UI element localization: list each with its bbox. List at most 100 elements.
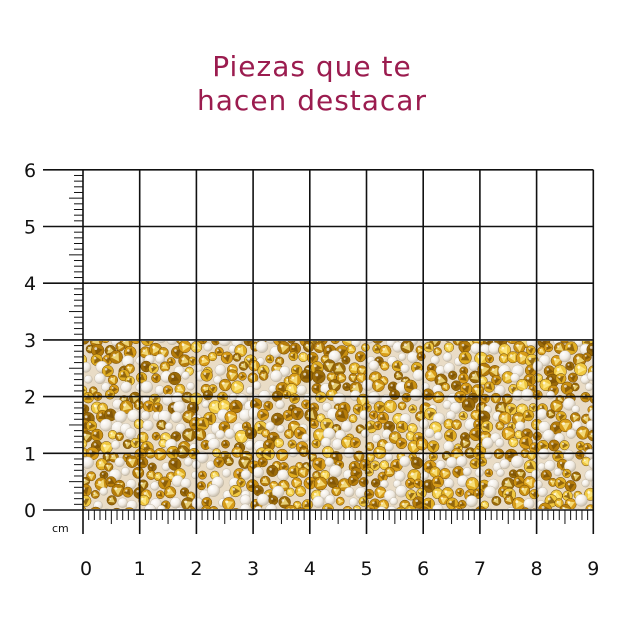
crystal-highlight [200, 472, 203, 475]
crystal-highlight [233, 383, 237, 387]
pearl [240, 469, 251, 480]
gold-crystal [131, 341, 141, 345]
crystal-highlight [453, 383, 456, 386]
crystal-highlight [128, 458, 132, 462]
pearl [553, 468, 562, 477]
crystal-highlight [577, 365, 581, 369]
crystal-highlight [329, 374, 332, 377]
pearl [595, 448, 605, 458]
crystal-facet [547, 495, 556, 505]
crystal-highlight [562, 507, 565, 509]
crystal-highlight [415, 435, 419, 438]
crystal-highlight [281, 499, 285, 502]
crystal-highlight [600, 423, 603, 426]
title-line-1: Piezas que te [212, 50, 412, 83]
crystal-highlight [332, 454, 336, 458]
pearl [99, 487, 108, 496]
crystal-highlight [181, 343, 185, 347]
crystal-highlight [567, 501, 571, 504]
y-tick-label: 3 [24, 330, 36, 352]
crystal-facet [524, 508, 526, 509]
crystal-facet [496, 403, 506, 412]
crystal-highlight [106, 464, 109, 467]
crystal-facet [180, 355, 190, 364]
crystal-highlight [93, 443, 97, 446]
crystal-highlight [255, 487, 259, 491]
pearl [239, 503, 251, 509]
crystal-highlight [111, 454, 114, 457]
crystal-highlight [572, 414, 575, 418]
crystal-facet [216, 348, 223, 354]
x-tick-label: 5 [360, 558, 372, 580]
crystal-highlight [367, 423, 371, 427]
crystal-highlight [501, 355, 504, 359]
pearl [395, 485, 408, 498]
crystal-facet [470, 429, 479, 439]
crystal-highlight [114, 511, 117, 514]
crystal-highlight [334, 426, 337, 429]
crystal-highlight [505, 430, 508, 434]
crystal-highlight [142, 349, 146, 352]
crystal-highlight [311, 421, 314, 424]
crystal-facet [423, 481, 432, 491]
crystal-facet [603, 410, 610, 418]
gold-crystal [595, 399, 608, 412]
crystal-highlight [553, 492, 556, 496]
crystal-facet [312, 341, 318, 346]
pearl [495, 438, 505, 448]
crystal-highlight [281, 464, 284, 467]
crystal-facet [463, 399, 473, 408]
crystal-highlight [348, 347, 351, 349]
pearl [398, 352, 407, 361]
crystal-highlight [434, 490, 438, 493]
crystal-highlight [358, 375, 361, 378]
crystal-highlight [533, 421, 537, 425]
gold-crystal [560, 341, 569, 344]
crystal-highlight [229, 372, 232, 375]
crystal-highlight [101, 472, 104, 475]
gold-crystal [287, 341, 296, 344]
crystal-highlight [295, 503, 297, 505]
crystal-facet [346, 507, 349, 509]
crystal-highlight [93, 404, 97, 408]
pearl [126, 500, 138, 509]
pearl [246, 386, 255, 395]
crystal-facet [490, 367, 498, 376]
crystal-highlight [330, 479, 333, 482]
crystal-highlight [306, 479, 310, 483]
crystal-highlight [585, 341, 587, 342]
crystal-highlight [553, 358, 557, 361]
crystal-highlight [93, 492, 95, 495]
crystal-highlight [379, 442, 383, 445]
crystal-highlight [322, 472, 325, 475]
crystal-highlight [84, 415, 88, 419]
crystal-highlight [253, 501, 256, 505]
pearl [510, 373, 520, 383]
crystal-highlight [409, 425, 413, 429]
crystal-facet [555, 500, 561, 507]
crystal-highlight [539, 348, 542, 351]
crystal-highlight [403, 343, 407, 347]
pearl [175, 507, 184, 509]
pearl [124, 427, 137, 440]
crystal-highlight [587, 506, 591, 509]
crystal-facet [340, 479, 349, 488]
crystal-highlight [508, 406, 511, 409]
crystal-highlight [376, 404, 380, 407]
crystal-facet [357, 374, 364, 382]
crystal-highlight [173, 433, 176, 437]
crystal-highlight [516, 344, 519, 347]
gold-crystal [602, 496, 612, 506]
pearl [546, 390, 555, 400]
crystal-highlight [98, 480, 101, 484]
pearl [443, 478, 455, 489]
crystal-highlight [196, 431, 200, 435]
crystal-highlight [163, 502, 166, 505]
crystal-highlight [564, 471, 567, 474]
crystal-highlight [237, 347, 241, 351]
crystal-highlight [179, 448, 183, 452]
crystal-highlight [501, 414, 505, 418]
pearl [506, 507, 516, 509]
pearl [214, 364, 227, 376]
crystal-highlight [590, 368, 593, 371]
